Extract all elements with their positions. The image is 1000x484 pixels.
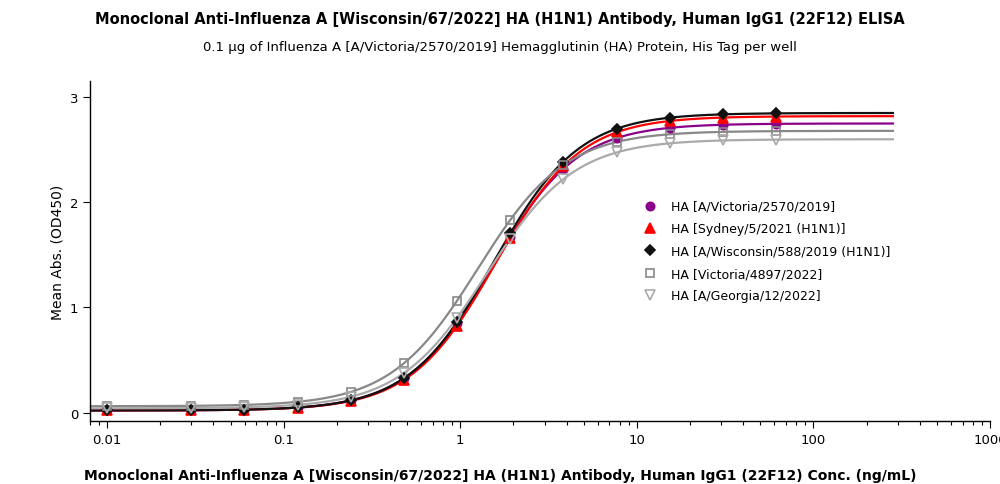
Text: Monoclonal Anti-Influenza A [Wisconsin/67/2022] HA (H1N1) Antibody, Human IgG1 (: Monoclonal Anti-Influenza A [Wisconsin/6… [95, 12, 905, 27]
HA [A/Victoria/2570/2019] [101, 408, 113, 413]
HA [Sydney/5/2021 (H1N1)] [664, 119, 676, 125]
HA [A/Wisconsin/588/2019 (H1N1)] [398, 376, 410, 381]
HA [A/Wisconsin/588/2019 (H1N1)] [770, 111, 782, 117]
HA [A/Georgia/12/2022] [611, 150, 623, 156]
HA [A/Victoria/2570/2019] [292, 405, 304, 410]
HA [A/Wisconsin/588/2019 (H1N1)] [557, 159, 569, 165]
HA [A/Victoria/2570/2019] [345, 398, 357, 404]
HA [A/Victoria/2570/2019] [611, 136, 623, 142]
HA [Victoria/4897/2022] [611, 140, 623, 146]
HA [A/Wisconsin/588/2019 (H1N1)] [292, 405, 304, 410]
HA [A/Victoria/2570/2019] [717, 122, 729, 128]
HA [A/Georgia/12/2022] [664, 141, 676, 147]
HA [Sydney/5/2021 (H1N1)] [451, 323, 463, 329]
HA [A/Georgia/12/2022] [238, 405, 250, 410]
HA [Victoria/4897/2022] [557, 163, 569, 169]
HA [Sydney/5/2021 (H1N1)] [717, 115, 729, 121]
HA [Victoria/4897/2022] [398, 361, 410, 366]
HA [A/Georgia/12/2022] [345, 394, 357, 400]
HA [A/Georgia/12/2022] [292, 402, 304, 408]
HA [Victoria/4897/2022] [185, 403, 197, 409]
HA [Sydney/5/2021 (H1N1)] [238, 407, 250, 413]
HA [Sydney/5/2021 (H1N1)] [557, 164, 569, 169]
HA [A/Georgia/12/2022] [185, 405, 197, 411]
HA [A/Wisconsin/588/2019 (H1N1)] [185, 408, 197, 413]
HA [A/Victoria/2570/2019] [451, 320, 463, 326]
HA [A/Wisconsin/588/2019 (H1N1)] [664, 116, 676, 121]
Line: HA [A/Victoria/2570/2019]: HA [A/Victoria/2570/2019] [103, 121, 780, 415]
HA [Victoria/4897/2022] [451, 298, 463, 304]
HA [Sydney/5/2021 (H1N1)] [611, 130, 623, 136]
HA [A/Wisconsin/588/2019 (H1N1)] [611, 127, 623, 133]
Y-axis label: Mean Abs. (OD450): Mean Abs. (OD450) [50, 184, 64, 319]
HA [A/Wisconsin/588/2019 (H1N1)] [238, 407, 250, 413]
HA [Sydney/5/2021 (H1N1)] [185, 408, 197, 413]
HA [Victoria/4897/2022] [664, 132, 676, 138]
HA [A/Wisconsin/588/2019 (H1N1)] [504, 231, 516, 237]
HA [Sydney/5/2021 (H1N1)] [398, 377, 410, 383]
HA [Victoria/4897/2022] [717, 130, 729, 136]
HA [Sydney/5/2021 (H1N1)] [292, 405, 304, 411]
HA [Victoria/4897/2022] [292, 399, 304, 405]
HA [A/Georgia/12/2022] [398, 370, 410, 376]
Line: HA [Victoria/4897/2022]: HA [Victoria/4897/2022] [103, 128, 780, 410]
HA [Sydney/5/2021 (H1N1)] [770, 114, 782, 120]
Line: HA [A/Wisconsin/588/2019 (H1N1)]: HA [A/Wisconsin/588/2019 (H1N1)] [104, 111, 779, 414]
HA [A/Wisconsin/588/2019 (H1N1)] [101, 408, 113, 413]
HA [Victoria/4897/2022] [101, 404, 113, 409]
HA [Victoria/4897/2022] [238, 402, 250, 408]
HA [A/Victoria/2570/2019] [557, 166, 569, 172]
HA [A/Georgia/12/2022] [101, 406, 113, 411]
HA [A/Victoria/2570/2019] [238, 407, 250, 413]
HA [A/Wisconsin/588/2019 (H1N1)] [717, 112, 729, 118]
HA [A/Victoria/2570/2019] [398, 376, 410, 381]
HA [Sydney/5/2021 (H1N1)] [101, 408, 113, 413]
HA [A/Victoria/2570/2019] [185, 408, 197, 413]
Line: HA [Sydney/5/2021 (H1N1)]: HA [Sydney/5/2021 (H1N1)] [102, 112, 781, 415]
HA [A/Wisconsin/588/2019 (H1N1)] [345, 398, 357, 404]
HA [A/Georgia/12/2022] [557, 177, 569, 182]
Legend: HA [A/Victoria/2570/2019], HA [Sydney/5/2021 (H1N1)], HA [A/Wisconsin/588/2019 (: HA [A/Victoria/2570/2019], HA [Sydney/5/… [636, 200, 891, 303]
HA [A/Georgia/12/2022] [504, 236, 516, 242]
HA [Sydney/5/2021 (H1N1)] [345, 398, 357, 404]
HA [A/Wisconsin/588/2019 (H1N1)] [451, 319, 463, 325]
HA [A/Victoria/2570/2019] [770, 121, 782, 127]
HA [Victoria/4897/2022] [770, 129, 782, 135]
HA [Victoria/4897/2022] [504, 218, 516, 224]
HA [A/Victoria/2570/2019] [504, 234, 516, 240]
HA [A/Victoria/2570/2019] [664, 126, 676, 132]
HA [A/Georgia/12/2022] [451, 315, 463, 321]
Text: 0.1 μg of Influenza A [A/Victoria/2570/2019] Hemagglutinin (HA) Protein, His Tag: 0.1 μg of Influenza A [A/Victoria/2570/2… [203, 41, 797, 54]
HA [Sydney/5/2021 (H1N1)] [504, 236, 516, 242]
HA [A/Georgia/12/2022] [717, 138, 729, 144]
Text: Monoclonal Anti-Influenza A [Wisconsin/67/2022] HA (H1N1) Antibody, Human IgG1 (: Monoclonal Anti-Influenza A [Wisconsin/6… [84, 468, 916, 482]
HA [A/Georgia/12/2022] [770, 137, 782, 143]
Line: HA [A/Georgia/12/2022]: HA [A/Georgia/12/2022] [102, 136, 781, 413]
HA [Victoria/4897/2022] [345, 389, 357, 395]
